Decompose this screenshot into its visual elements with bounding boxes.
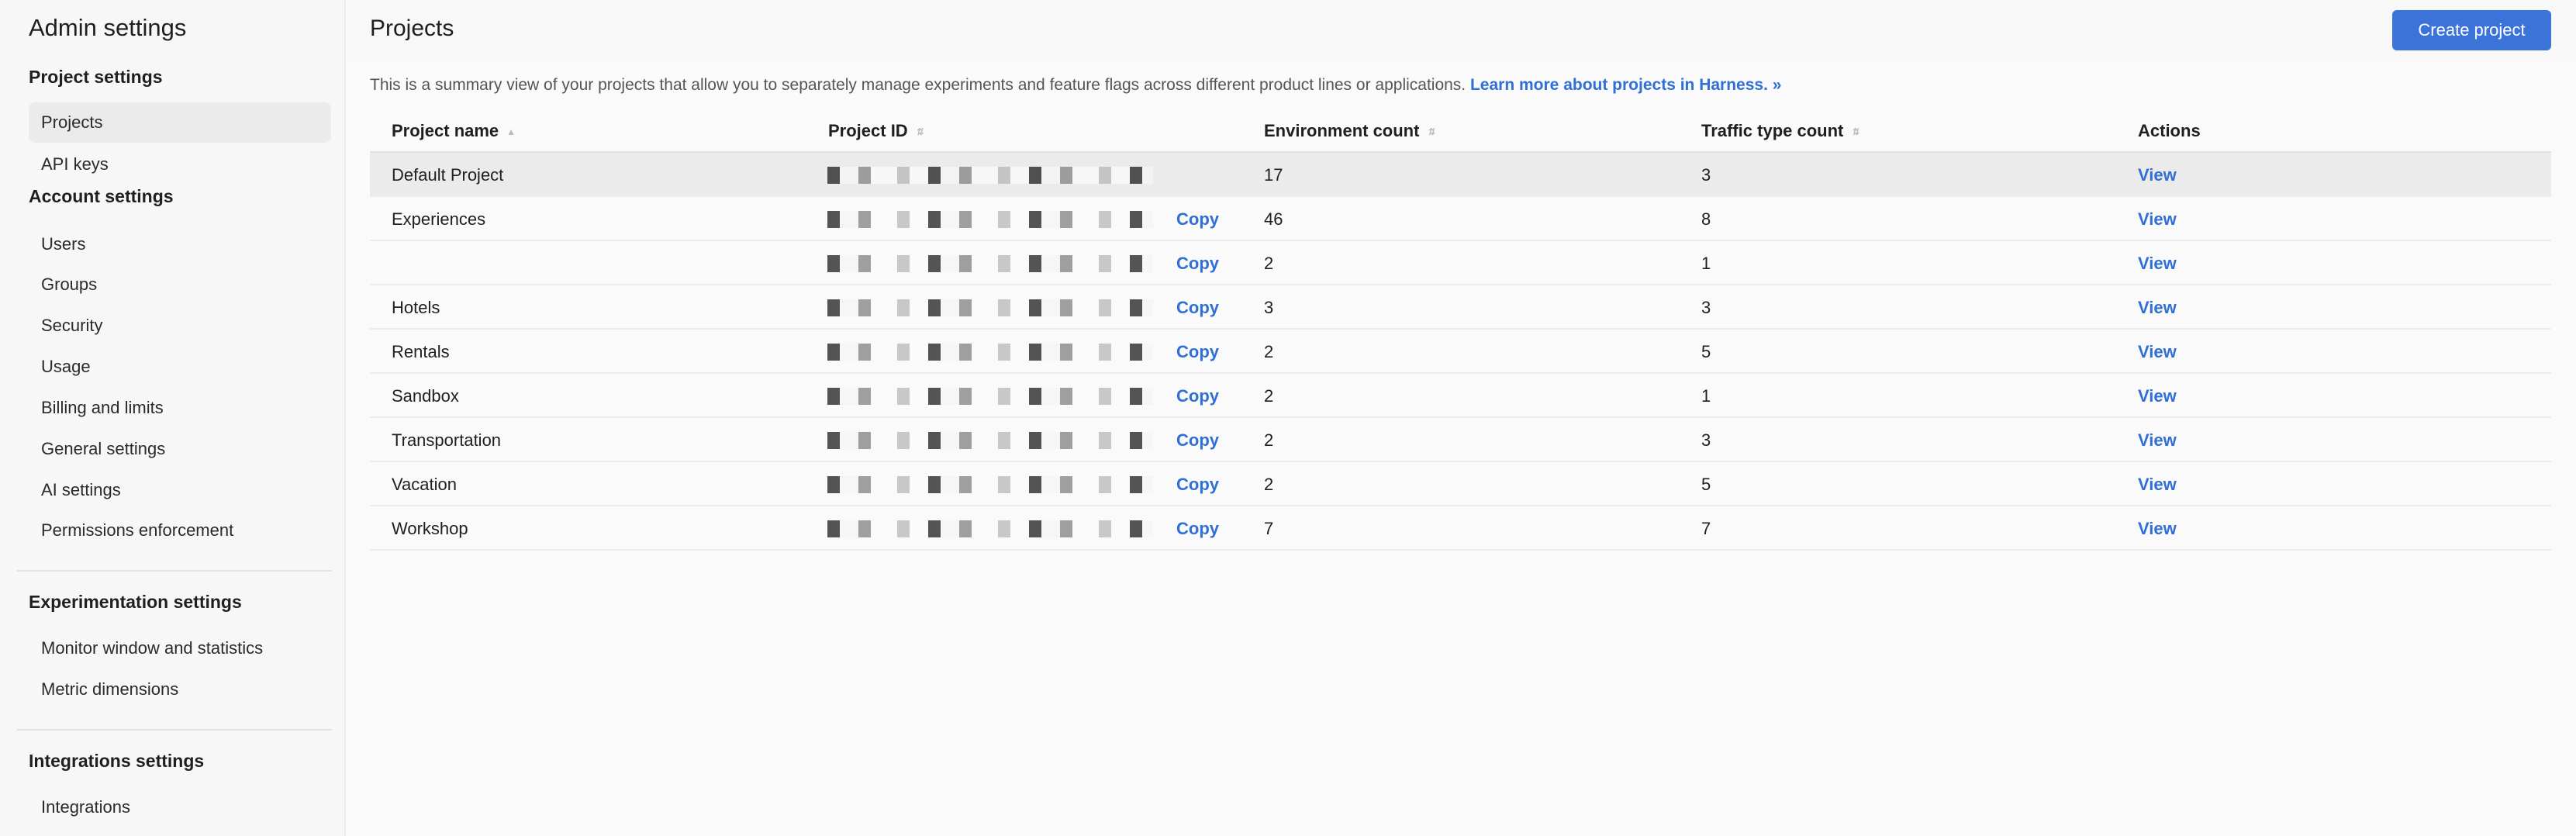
- sort-icon[interactable]: ⇅: [1851, 126, 1859, 138]
- copy-id-button[interactable]: Copy: [1176, 475, 1219, 494]
- project-id-redacted: [827, 520, 1153, 537]
- view-link[interactable]: View: [2138, 165, 2177, 185]
- page-title: Projects: [370, 16, 454, 41]
- project-id-redacted: [827, 211, 1153, 228]
- copy-id-button[interactable]: Copy: [1176, 298, 1219, 317]
- description-text: This is a summary view of your projects …: [370, 76, 1470, 94]
- project-id-redacted: [827, 388, 1153, 405]
- traffic-type-count: 5: [1701, 475, 1711, 494]
- sidebar-item-usage[interactable]: Usage: [41, 357, 91, 376]
- view-link[interactable]: View: [2138, 519, 2177, 538]
- traffic-type-count: 5: [1701, 342, 1711, 361]
- section-integrations-settings: Integrations settings: [29, 751, 205, 771]
- project-name: Rentals: [392, 342, 450, 361]
- project-name: Workshop: [392, 519, 468, 538]
- table-row: Vacation Copy 2 5 View: [370, 462, 2551, 506]
- project-id-redacted: [827, 432, 1153, 449]
- environment-count: 3: [1264, 298, 1274, 317]
- copy-id-button[interactable]: Copy: [1176, 386, 1219, 406]
- traffic-type-count: 3: [1701, 430, 1711, 450]
- environment-count: 2: [1264, 254, 1274, 273]
- sidebar-title: Admin settings: [29, 14, 187, 41]
- learn-more-link[interactable]: Learn more about projects in Harness. »: [1469, 76, 1782, 94]
- table-row: Workshop Copy 7 7 View: [370, 506, 2551, 551]
- projects-table: Project name ▲ Project ID ⇅ Environment co…: [370, 109, 2551, 551]
- copy-id-button[interactable]: Copy: [1176, 254, 1219, 273]
- view-link[interactable]: View: [2138, 475, 2177, 494]
- sidebar-item-integrations[interactable]: Integrations: [41, 797, 130, 817]
- divider: [17, 729, 332, 731]
- sidebar-item-users[interactable]: Users: [41, 234, 86, 254]
- description: This is a summary view of your projects …: [370, 76, 1781, 95]
- traffic-type-count: 7: [1701, 519, 1711, 538]
- table-row: Experiences Copy 46 8 View: [370, 197, 2551, 241]
- section-account-settings: Account settings: [29, 186, 174, 206]
- environment-count: 2: [1264, 430, 1274, 450]
- sidebar-item-metric-dimensions[interactable]: Metric dimensions: [41, 679, 179, 699]
- table-row: Default Project 17 3 View: [370, 153, 2551, 197]
- view-link[interactable]: View: [2138, 254, 2177, 273]
- project-id-redacted: [827, 299, 1153, 316]
- project-name: Experiences: [392, 209, 486, 229]
- table-header: Project name ▲ Project ID ⇅ Environment co…: [370, 109, 2551, 153]
- sidebar-item-permissions[interactable]: Permissions enforcement: [41, 520, 234, 540]
- environment-count: 17: [1264, 165, 1283, 185]
- traffic-type-count: 1: [1701, 254, 1711, 273]
- view-link[interactable]: View: [2138, 342, 2177, 361]
- project-id-redacted: [827, 255, 1153, 272]
- section-experimentation-settings: Experimentation settings: [29, 592, 242, 612]
- traffic-type-count: 3: [1701, 298, 1711, 317]
- copy-id-button[interactable]: Copy: [1176, 519, 1219, 538]
- project-name: Vacation: [392, 475, 457, 494]
- divider: [17, 570, 332, 572]
- copy-id-button[interactable]: Copy: [1176, 209, 1219, 229]
- copy-id-button[interactable]: Copy: [1176, 430, 1219, 450]
- environment-count: 2: [1264, 342, 1274, 361]
- sidebar-item-billing[interactable]: Billing and limits: [41, 398, 164, 417]
- table-row: Sandbox Copy 2 1 View: [370, 374, 2551, 418]
- environment-count: 46: [1264, 209, 1283, 229]
- sort-icon[interactable]: ⇅: [1427, 126, 1435, 138]
- section-project-settings: Project settings: [29, 67, 163, 87]
- sidebar: Admin settings Project settings Projects…: [0, 0, 346, 836]
- sort-icon[interactable]: ⇅: [915, 126, 924, 138]
- col-traffic-type-count[interactable]: Traffic type count ⇅: [1701, 121, 1859, 140]
- sidebar-item-groups[interactable]: Groups: [41, 275, 98, 294]
- col-actions: Actions: [2138, 121, 2201, 140]
- sidebar-item-general-settings[interactable]: General settings: [41, 439, 166, 458]
- project-id-redacted: [827, 344, 1153, 361]
- traffic-type-count: 3: [1701, 165, 1711, 185]
- environment-count: 7: [1264, 519, 1274, 538]
- col-project-name[interactable]: Project name ▲: [392, 121, 516, 140]
- table-row: Hotels Copy 3 3 View: [370, 285, 2551, 330]
- project-id-redacted: [827, 476, 1153, 493]
- col-environment-count[interactable]: Environment count ⇅: [1264, 121, 1435, 140]
- view-link[interactable]: View: [2138, 430, 2177, 450]
- col-project-id[interactable]: Project ID ⇅: [828, 121, 924, 140]
- project-name: Transportation: [392, 430, 502, 450]
- environment-count: 2: [1264, 386, 1274, 406]
- sort-asc-icon[interactable]: ▲: [506, 126, 516, 138]
- view-link[interactable]: View: [2138, 386, 2177, 406]
- sidebar-item-projects[interactable]: Projects: [29, 102, 331, 143]
- create-project-button[interactable]: Create project: [2392, 10, 2551, 50]
- sidebar-item-api-keys[interactable]: API keys: [41, 154, 109, 174]
- copy-id-button[interactable]: Copy: [1176, 342, 1219, 361]
- traffic-type-count: 1: [1701, 386, 1711, 406]
- header: [347, 0, 2576, 62]
- environment-count: 2: [1264, 475, 1274, 494]
- sidebar-item-ai-settings[interactable]: AI settings: [41, 480, 121, 499]
- project-name: Hotels: [392, 298, 440, 317]
- sidebar-item-security[interactable]: Security: [41, 316, 103, 335]
- table-row: Transportation Copy 2 3 View: [370, 418, 2551, 462]
- sidebar-item-monitor-window[interactable]: Monitor window and statistics: [41, 638, 264, 658]
- project-id-redacted: [827, 167, 1153, 184]
- view-link[interactable]: View: [2138, 298, 2177, 317]
- view-link[interactable]: View: [2138, 209, 2177, 229]
- traffic-type-count: 8: [1701, 209, 1711, 229]
- project-name: Default Project: [392, 165, 504, 185]
- table-row: Rentals Copy 2 5 View: [370, 330, 2551, 374]
- table-row: Copy 2 1 View: [370, 241, 2551, 285]
- project-name: Sandbox: [392, 386, 459, 406]
